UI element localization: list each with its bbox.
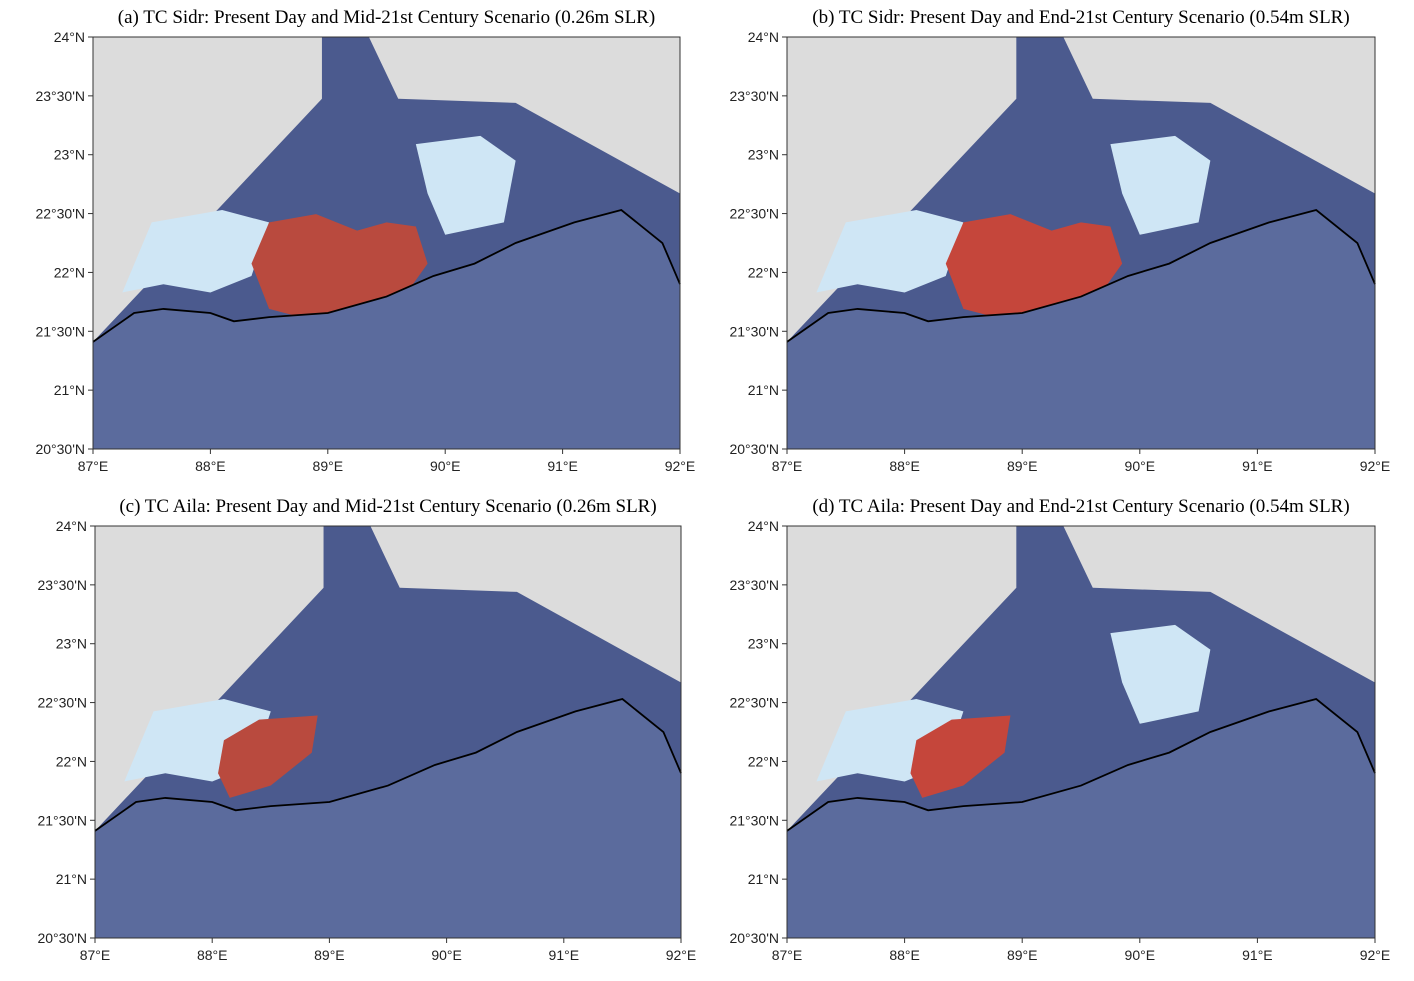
sea [787,210,1375,449]
inundation-increase [251,214,428,322]
x-tick-label: 89°E [314,947,345,963]
x-tick-label: 92°E [666,947,697,963]
x-tick-label: 89°E [1007,947,1038,963]
y-tick-label: 22°30'N [729,206,779,222]
inundation-light [1110,135,1211,235]
y-tick-label: 21°N [54,382,85,398]
y-tick-label: 20°30'N [35,441,85,457]
plot-frame [786,36,1376,450]
x-tick-label: 90°E [431,947,462,963]
y-tick-label: 22°30'N [37,695,87,711]
y-tick-label: 23°N [54,147,85,163]
x-tick-label: 87°E [772,947,803,963]
panel-title: (d) TC Aila: Present Day and End-21st Ce… [812,496,1349,517]
map-panel: (d) TC Aila: Present Day and End-21st Ce… [729,496,1390,963]
y-tick-label: 23°N [56,636,87,652]
panel-title: (c) TC Aila: Present Day and Mid-21st Ce… [119,496,656,517]
plot-frame [94,525,682,939]
y-tick-label: 24°N [56,518,87,534]
x-tick-label: 92°E [1360,458,1391,474]
x-tick-label: 88°E [889,947,920,963]
x-tick-label: 91°E [1242,947,1273,963]
y-tick-label: 22°N [54,264,85,280]
x-tick-label: 87°E [78,458,109,474]
y-tick-label: 21°30'N [35,323,85,339]
x-tick-label: 91°E [547,458,578,474]
inundation-light [1110,624,1211,724]
y-tick-label: 20°30'N [729,930,779,946]
y-tick-label: 21°30'N [37,812,87,828]
x-tick-label: 90°E [1125,947,1156,963]
coastline [786,698,1376,832]
inundation-increase [945,214,1123,322]
y-tick-label: 22°30'N [35,206,85,222]
sea [93,210,680,449]
x-tick-label: 90°E [430,458,461,474]
sea [95,699,681,938]
map-panel: (c) TC Aila: Present Day and Mid-21st Ce… [37,496,696,963]
y-tick-label: 23°N [748,147,779,163]
x-tick-label: 88°E [197,947,228,963]
y-tick-label: 22°N [748,753,779,769]
coastline [786,209,1376,343]
inundation-increase [910,715,1011,798]
inundation-increase [218,715,318,798]
y-tick-label: 20°30'N [729,441,779,457]
y-tick-label: 22°N [748,264,779,280]
x-tick-label: 92°E [1360,947,1391,963]
map-panel: (b) TC Sidr: Present Day and End-21st Ce… [729,7,1390,474]
y-tick-label: 23°30'N [37,577,87,593]
sea [787,699,1375,938]
inundation-light [415,135,516,235]
y-tick-label: 23°N [748,636,779,652]
y-tick-label: 21°N [748,382,779,398]
y-tick-label: 24°N [748,518,779,534]
x-tick-label: 91°E [549,947,580,963]
y-tick-label: 22°N [56,753,87,769]
coastline [94,698,682,832]
y-tick-label: 24°N [54,29,85,45]
x-tick-label: 90°E [1125,458,1156,474]
y-tick-label: 23°30'N [35,88,85,104]
x-tick-label: 89°E [1007,458,1038,474]
x-tick-label: 87°E [772,458,803,474]
plot-frame [92,36,681,450]
y-tick-label: 23°30'N [729,88,779,104]
y-tick-label: 20°30'N [37,930,87,946]
map-panel: (a) TC Sidr: Present Day and Mid-21st Ce… [35,7,695,474]
inundation-light [816,210,964,293]
x-tick-label: 88°E [889,458,920,474]
y-tick-label: 21°30'N [729,323,779,339]
panel-title: (a) TC Sidr: Present Day and Mid-21st Ce… [118,7,655,28]
y-tick-label: 21°30'N [729,812,779,828]
inundation-light [122,210,270,293]
plot-frame [786,525,1376,939]
x-tick-label: 87°E [80,947,111,963]
x-tick-label: 91°E [1242,458,1273,474]
y-tick-label: 23°30'N [729,577,779,593]
x-tick-label: 92°E [665,458,696,474]
x-tick-label: 88°E [195,458,226,474]
y-tick-label: 22°30'N [729,695,779,711]
x-tick-label: 89°E [313,458,344,474]
y-tick-label: 24°N [748,29,779,45]
y-tick-label: 21°N [56,871,87,887]
y-tick-label: 21°N [748,871,779,887]
panel-title: (b) TC Sidr: Present Day and End-21st Ce… [812,7,1349,28]
coastline [92,209,681,343]
